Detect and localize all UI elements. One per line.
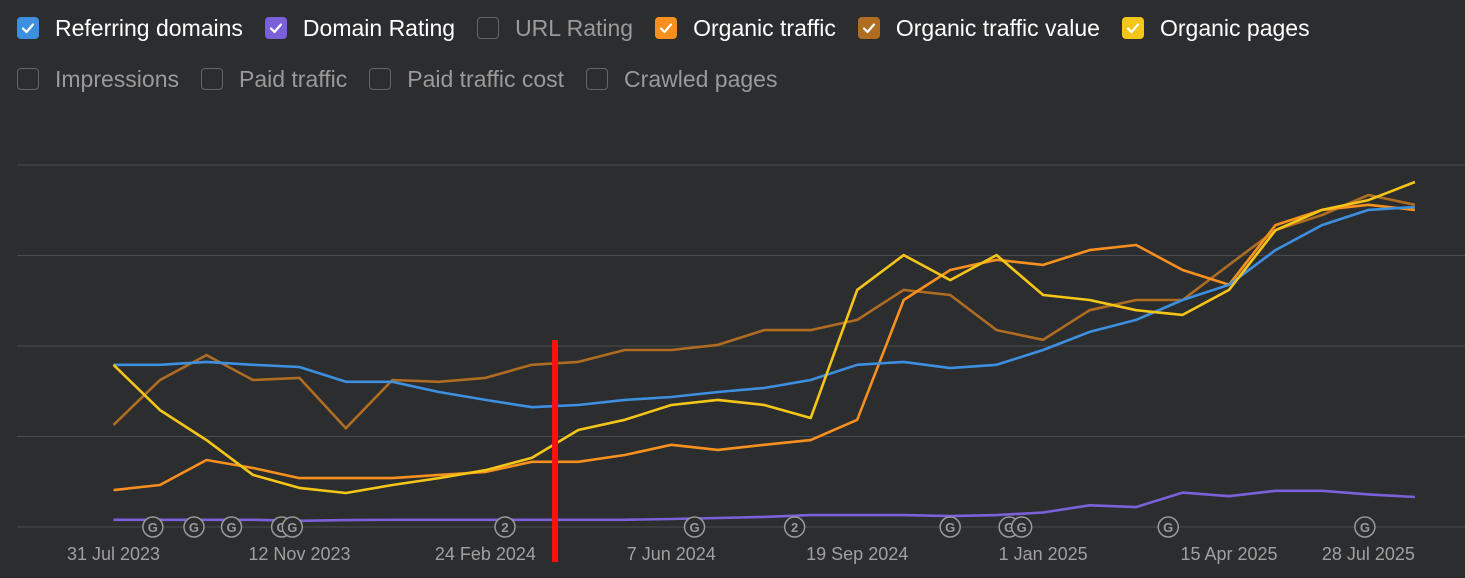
legend-label: Crawled pages bbox=[624, 65, 778, 92]
legend-label: Paid traffic bbox=[238, 65, 348, 92]
checkbox[interactable] bbox=[1121, 17, 1144, 39]
update-marker-label: 2 bbox=[501, 520, 508, 535]
check-icon bbox=[269, 23, 283, 34]
update-marker bbox=[220, 516, 243, 538]
legend-label: URL Rating bbox=[515, 14, 634, 41]
check-icon bbox=[1126, 23, 1140, 34]
checkbox[interactable] bbox=[200, 68, 223, 90]
legend-item[interactable]: Impressions bbox=[17, 63, 179, 95]
legend-label: Referring domains bbox=[55, 14, 243, 41]
update-marker-label: G bbox=[1360, 520, 1370, 535]
update-marker bbox=[939, 516, 961, 538]
series-line bbox=[113, 203, 1416, 492]
update-marker-label: G bbox=[1004, 520, 1014, 535]
checkbox[interactable] bbox=[586, 68, 609, 90]
update-marker-label: G bbox=[689, 520, 699, 535]
checkbox[interactable] bbox=[17, 68, 39, 90]
update-marker bbox=[683, 516, 706, 538]
legend-row: Impressions Paid traffic Paid traffic cost… bbox=[17, 63, 1457, 114]
legend-item[interactable]: Domain Rating bbox=[264, 12, 456, 44]
update-marker bbox=[783, 516, 806, 538]
x-tick-label: 15 Apr 2025 bbox=[1180, 544, 1277, 564]
checkbox[interactable] bbox=[655, 17, 678, 39]
series-line bbox=[112, 180, 1416, 495]
checkbox[interactable] bbox=[369, 68, 392, 90]
update-marker bbox=[1157, 516, 1179, 538]
series-line bbox=[112, 193, 1416, 430]
legend-label: Organic traffic value bbox=[895, 14, 1100, 41]
x-tick-label: 7 Jun 2024 bbox=[627, 544, 716, 564]
legend-item[interactable]: Referring domains bbox=[17, 12, 243, 44]
legend-label: Paid traffic cost bbox=[407, 65, 565, 92]
update-marker bbox=[494, 516, 516, 538]
legend-row: Referring domains Domain Rating URL Rating… bbox=[17, 12, 1457, 63]
update-marker-label: G bbox=[1017, 520, 1027, 535]
legend-item[interactable]: Crawled pages bbox=[586, 63, 777, 95]
series-line bbox=[113, 489, 1415, 523]
check-icon bbox=[21, 23, 35, 34]
update-marker-label: G bbox=[1163, 520, 1173, 535]
update-marker-label: G bbox=[287, 520, 297, 535]
update-marker-label: G bbox=[148, 520, 158, 535]
legend-label: Domain Rating bbox=[302, 14, 456, 41]
update-marker bbox=[183, 516, 205, 538]
legend-item[interactable]: Paid traffic bbox=[200, 63, 348, 95]
check-icon bbox=[660, 23, 673, 34]
legend-label: Organic pages bbox=[1159, 14, 1310, 41]
legend: Referring domains Domain Rating URL Rating… bbox=[17, 12, 1457, 114]
legend-label: Impressions bbox=[55, 65, 179, 92]
legend-item[interactable]: Organic pages bbox=[1121, 12, 1310, 44]
legend-item[interactable]: Organic traffic bbox=[655, 12, 836, 44]
x-tick-label: 24 Feb 2024 bbox=[435, 544, 536, 564]
legend-item[interactable]: Organic traffic value bbox=[857, 12, 1100, 44]
update-marker-label: 2 bbox=[791, 520, 798, 535]
update-marker bbox=[281, 516, 304, 538]
checkbox[interactable] bbox=[17, 17, 39, 39]
checkbox[interactable] bbox=[264, 17, 287, 39]
x-tick-label: 1 Jan 2025 bbox=[999, 544, 1088, 564]
update-marker-label: G bbox=[945, 520, 955, 535]
series-line bbox=[113, 205, 1415, 409]
legend-item[interactable]: Paid traffic cost bbox=[369, 63, 564, 95]
update-marker bbox=[1354, 516, 1376, 538]
legend-item[interactable]: URL Rating bbox=[477, 12, 633, 44]
legend-label: Organic traffic bbox=[693, 14, 836, 41]
update-marker bbox=[142, 516, 164, 538]
x-tick-label: 31 Jul 2023 bbox=[67, 544, 160, 564]
update-marker-label: G bbox=[226, 520, 236, 535]
update-marker-label: G bbox=[189, 520, 199, 535]
x-tick-label: 12 Nov 2023 bbox=[248, 544, 350, 564]
update-marker bbox=[1010, 516, 1033, 538]
check-icon bbox=[862, 23, 875, 34]
x-tick-label: 28 Jul 2025 bbox=[1322, 544, 1415, 564]
x-tick-label: 19 Sep 2024 bbox=[806, 544, 908, 564]
checkbox[interactable] bbox=[857, 17, 880, 39]
checkbox[interactable] bbox=[477, 17, 500, 39]
